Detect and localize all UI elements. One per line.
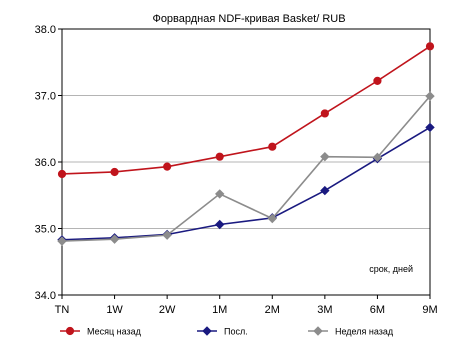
x-tick-label: TN (55, 304, 70, 316)
y-tick-label: 38.0 (35, 24, 56, 36)
chart-title: Форвардная NDF-кривая Basket/ RUB (152, 13, 345, 25)
y-tick-label: 37.0 (35, 91, 56, 103)
series-3-point (162, 230, 172, 240)
series-1-point (57, 169, 67, 179)
series-1-point (110, 167, 119, 177)
series-2-point (215, 219, 225, 230)
series-group (57, 42, 435, 246)
x-axis-note: срок, дней (369, 264, 413, 274)
legend-item: Месяц назад (60, 327, 142, 337)
x-axis: TN 1W 2W 1M 2M 3M 6M 9M (55, 295, 438, 316)
series-1 (57, 42, 435, 179)
x-tick-label: 9M (422, 304, 437, 316)
series-1-point (425, 42, 435, 51)
series-3-point (109, 234, 120, 244)
y-tick-label: 34.0 (35, 290, 56, 302)
series-1-point (163, 162, 172, 171)
series-3-point (57, 236, 67, 246)
series-2-point (320, 185, 330, 196)
series-1-point (215, 152, 224, 161)
y-axis: 34.0 35.0 36.0 37.0 38.0 (35, 24, 62, 302)
series-1-line (61, 45, 431, 175)
x-tick-label: 6M (370, 304, 385, 316)
series-3-line (61, 95, 431, 242)
series-3-point (215, 189, 225, 199)
x-tick-label: 2W (159, 304, 176, 316)
x-tick-label: 1W (106, 304, 123, 316)
series-2 (57, 122, 435, 245)
x-tick-label: 2M (265, 304, 280, 316)
legend-swatch-marker (202, 326, 212, 336)
series-1-point (320, 109, 329, 118)
legend-swatch-marker (313, 326, 323, 336)
series-1-point (268, 142, 277, 151)
legend-label: Посл. (224, 327, 248, 337)
x-tick-label: 3M (317, 304, 332, 316)
legend: Месяц назад Посл. Неделя назад (60, 326, 394, 337)
gridlines (62, 95, 430, 229)
series-3 (57, 91, 435, 246)
series-2-line (61, 126, 431, 241)
series-1-point (373, 76, 382, 85)
series-3-point (320, 151, 330, 162)
series-2-point (425, 122, 435, 133)
series-3-point (425, 91, 435, 101)
y-tick-label: 36.0 (35, 157, 56, 169)
legend-label: Месяц назад (87, 327, 142, 337)
y-tick-label: 35.0 (35, 224, 56, 236)
series-3-point (372, 152, 383, 163)
legend-item: Неделя назад (308, 326, 394, 337)
series-3-point (267, 213, 277, 224)
legend-label: Неделя назад (335, 327, 394, 337)
legend-item: Посл. (197, 326, 248, 337)
legend-swatch-marker (65, 326, 75, 336)
x-tick-label: 1M (212, 304, 227, 316)
